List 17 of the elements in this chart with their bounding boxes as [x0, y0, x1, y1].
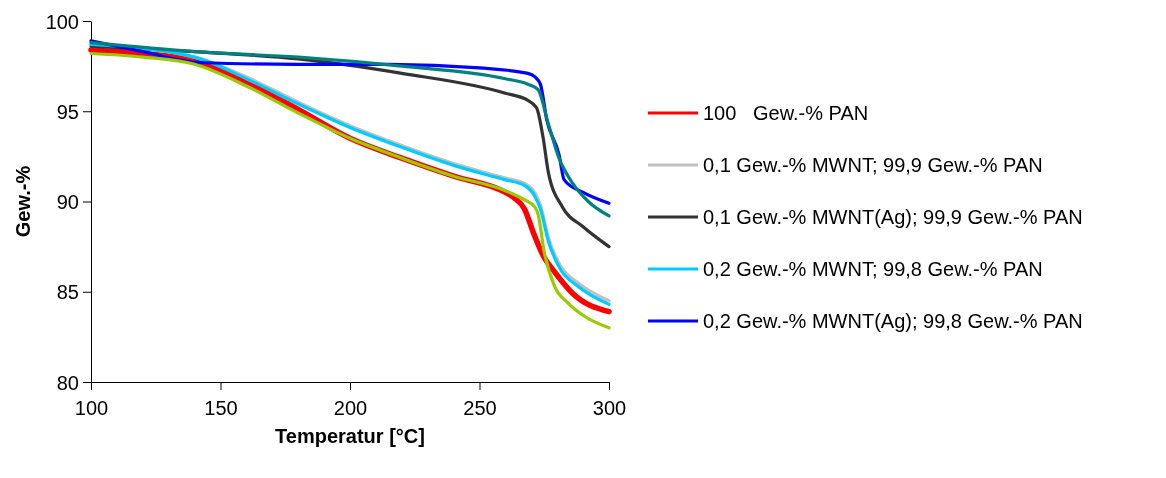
legend-label: 0,2 Gew.-% MWNT; 99,8 Gew.-% PAN — [703, 258, 1043, 280]
x-tick-label: 300 — [592, 397, 627, 419]
y-tick-label: 80 — [56, 371, 79, 394]
legend-label: 0,2 Gew.-% MWNT(Ag); 99,8 Gew.-% PAN — [703, 310, 1083, 332]
x-axis-title: Temperatur [°C] — [275, 425, 425, 447]
x-tick-label: 200 — [333, 397, 368, 419]
y-tick-label: 100 — [45, 10, 79, 33]
y-tick-label: 90 — [56, 191, 79, 213]
y-tick-label: 85 — [56, 281, 79, 304]
x-tick-label: 250 — [463, 397, 497, 419]
legend-label: 100 Gew.-% PAN — [703, 102, 869, 124]
y-axis-title: Gew.-% — [12, 165, 34, 238]
x-tick-label: 150 — [204, 397, 238, 419]
x-tick-label: 100 — [74, 397, 109, 419]
legend-label: 0,1 Gew.-% MWNT(Ag); 99,9 Gew.-% PAN — [703, 206, 1083, 228]
legend-label: 0,1 Gew.-% MWNT; 99,9 Gew.-% PAN — [703, 154, 1043, 176]
y-tick-label: 95 — [56, 100, 79, 123]
